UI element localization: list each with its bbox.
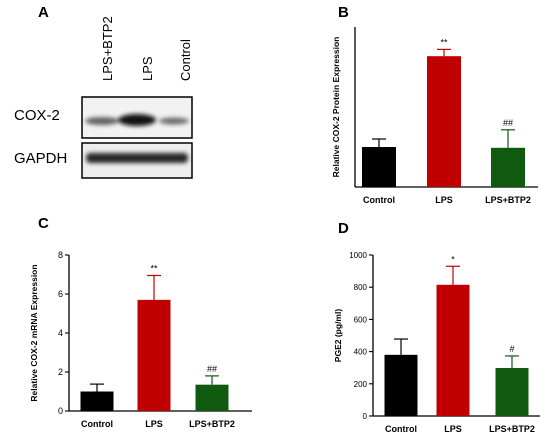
panel-letter-a: A: [38, 4, 49, 21]
chart-d-category-label: LPS: [444, 424, 462, 434]
chart-c-category-label: LPS+BTP2: [189, 419, 235, 429]
chart-b-category-label: LPS: [435, 195, 453, 205]
blot-row-label-cox2: COX-2: [14, 107, 60, 124]
chart-b-category-label: Control: [363, 195, 395, 205]
chart-d-category-label: LPS+BTP2: [489, 424, 535, 434]
chart-d-y-tick-label: 600: [354, 315, 368, 324]
chart-d-pge2: 0 200 400 600 800 1000 PGE2 (pg/ml) Control * LPS…: [333, 251, 540, 434]
blot-row-label-gapdh: GAPDH: [14, 150, 68, 167]
chart-c-y-tick-label: 2: [58, 367, 63, 377]
chart-b-category-label: LPS+BTP2: [485, 195, 531, 205]
chart-c-significance-label: ##: [207, 364, 217, 374]
chart-b-y-axis-label: Relative COX-2 Protein Expression: [331, 37, 341, 178]
chart-c-bar-2: [137, 299, 171, 411]
chart-d-y-tick-label: 1000: [349, 251, 367, 260]
panel-letter-d: D: [338, 220, 349, 237]
blot-image: [81, 96, 193, 179]
chart-c-y-tick-label: 8: [58, 250, 63, 260]
chart-c-y-axis-label: Relative COX-2 mRNA Expression: [29, 264, 39, 401]
chart-c-y-tick-label: 0: [58, 406, 63, 416]
chart-b-bar-1: [362, 147, 396, 187]
chart-c-y-tick-label: 6: [58, 289, 63, 299]
chart-c-bar-3: [195, 384, 229, 411]
chart-c-significance-label: **: [150, 263, 158, 273]
chart-d-y-tick-label: 800: [354, 283, 368, 292]
chart-d-bar-2: [436, 284, 470, 416]
chart-d-category-label: Control: [385, 424, 417, 434]
chart-c-bar-1: [80, 391, 114, 411]
chart-d-y-tick-label: 400: [354, 348, 368, 357]
chart-b-significance-label: **: [440, 37, 448, 47]
western-blot-panel: LPS+BTP2 LPS Control COX-2 GAPDH: [0, 0, 300, 210]
chart-b-bar-2: [427, 56, 461, 188]
chart-d-significance-label: #: [509, 344, 514, 354]
chart-b-significance-label: ##: [503, 118, 513, 128]
chart-c-category-label: Control: [81, 419, 113, 429]
chart-d-y-tick-label: 200: [354, 380, 368, 389]
chart-b-protein-expression: Relative COX-2 Protein Expression Control…: [331, 27, 538, 205]
panel-letter-c: C: [38, 215, 49, 232]
chart-d-significance-label: *: [451, 254, 455, 264]
gapdh-band-row: [86, 153, 188, 163]
panel-letter-b: B: [338, 4, 349, 21]
cox2-band-lps-btp2: [85, 117, 119, 125]
chart-d-bar-3: [495, 368, 529, 416]
chart-d-y-tick-label: 0: [363, 412, 368, 421]
cox2-band-control: [159, 117, 189, 125]
chart-d-y-axis-label: PGE2 (pg/ml): [333, 309, 343, 363]
chart-b-bar-3: [491, 147, 525, 187]
cox2-band-lps: [118, 114, 156, 126]
chart-c-category-label: LPS: [145, 419, 163, 429]
chart-c-y-tick-label: 4: [58, 328, 63, 338]
chart-d-bar-1: [384, 354, 418, 416]
chart-c-mrna-expression: 0 2 4 6 8 Relative COX-2 mRNA Expression Contr…: [29, 250, 252, 429]
